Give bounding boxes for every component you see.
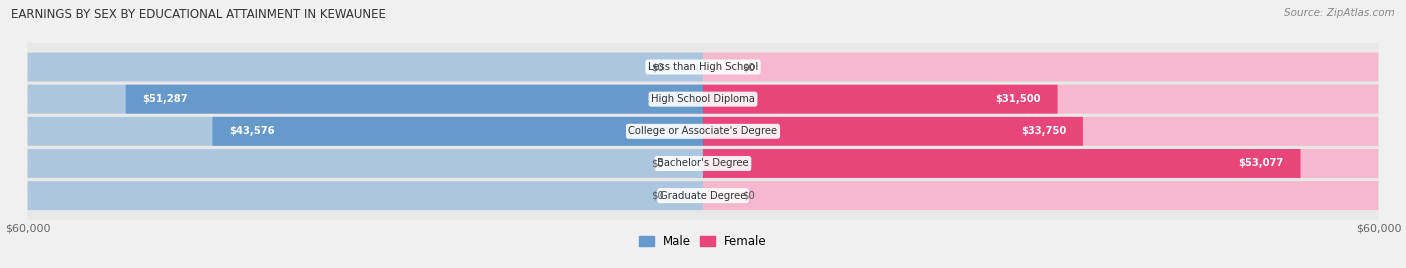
Text: $0: $0 [651, 62, 664, 72]
FancyBboxPatch shape [125, 85, 703, 114]
FancyBboxPatch shape [703, 181, 1378, 210]
Text: $53,077: $53,077 [1239, 158, 1284, 169]
Text: $51,287: $51,287 [142, 94, 188, 104]
FancyBboxPatch shape [703, 117, 1378, 146]
Legend: Male, Female: Male, Female [634, 230, 772, 253]
Text: Source: ZipAtlas.com: Source: ZipAtlas.com [1284, 8, 1395, 18]
Text: $0: $0 [651, 191, 664, 201]
Text: Graduate Degree: Graduate Degree [659, 191, 747, 201]
FancyBboxPatch shape [28, 139, 1378, 188]
Text: Bachelor's Degree: Bachelor's Degree [657, 158, 749, 169]
FancyBboxPatch shape [212, 117, 703, 146]
FancyBboxPatch shape [703, 85, 1057, 114]
FancyBboxPatch shape [28, 149, 703, 178]
FancyBboxPatch shape [28, 172, 1378, 220]
Text: $31,500: $31,500 [995, 94, 1040, 104]
FancyBboxPatch shape [703, 117, 1083, 146]
Text: $0: $0 [742, 191, 755, 201]
Text: Less than High School: Less than High School [648, 62, 758, 72]
Text: $0: $0 [742, 62, 755, 72]
FancyBboxPatch shape [703, 149, 1301, 178]
FancyBboxPatch shape [28, 85, 703, 114]
FancyBboxPatch shape [28, 181, 703, 210]
FancyBboxPatch shape [703, 85, 1378, 114]
Text: $0: $0 [651, 158, 664, 169]
FancyBboxPatch shape [28, 53, 703, 81]
Text: $33,750: $33,750 [1021, 126, 1066, 136]
FancyBboxPatch shape [28, 107, 1378, 155]
Text: EARNINGS BY SEX BY EDUCATIONAL ATTAINMENT IN KEWAUNEE: EARNINGS BY SEX BY EDUCATIONAL ATTAINMEN… [11, 8, 387, 21]
FancyBboxPatch shape [28, 43, 1378, 91]
FancyBboxPatch shape [28, 117, 703, 146]
FancyBboxPatch shape [703, 149, 1378, 178]
FancyBboxPatch shape [28, 75, 1378, 123]
Text: $43,576: $43,576 [229, 126, 276, 136]
Text: College or Associate's Degree: College or Associate's Degree [628, 126, 778, 136]
FancyBboxPatch shape [703, 53, 1378, 81]
Text: High School Diploma: High School Diploma [651, 94, 755, 104]
